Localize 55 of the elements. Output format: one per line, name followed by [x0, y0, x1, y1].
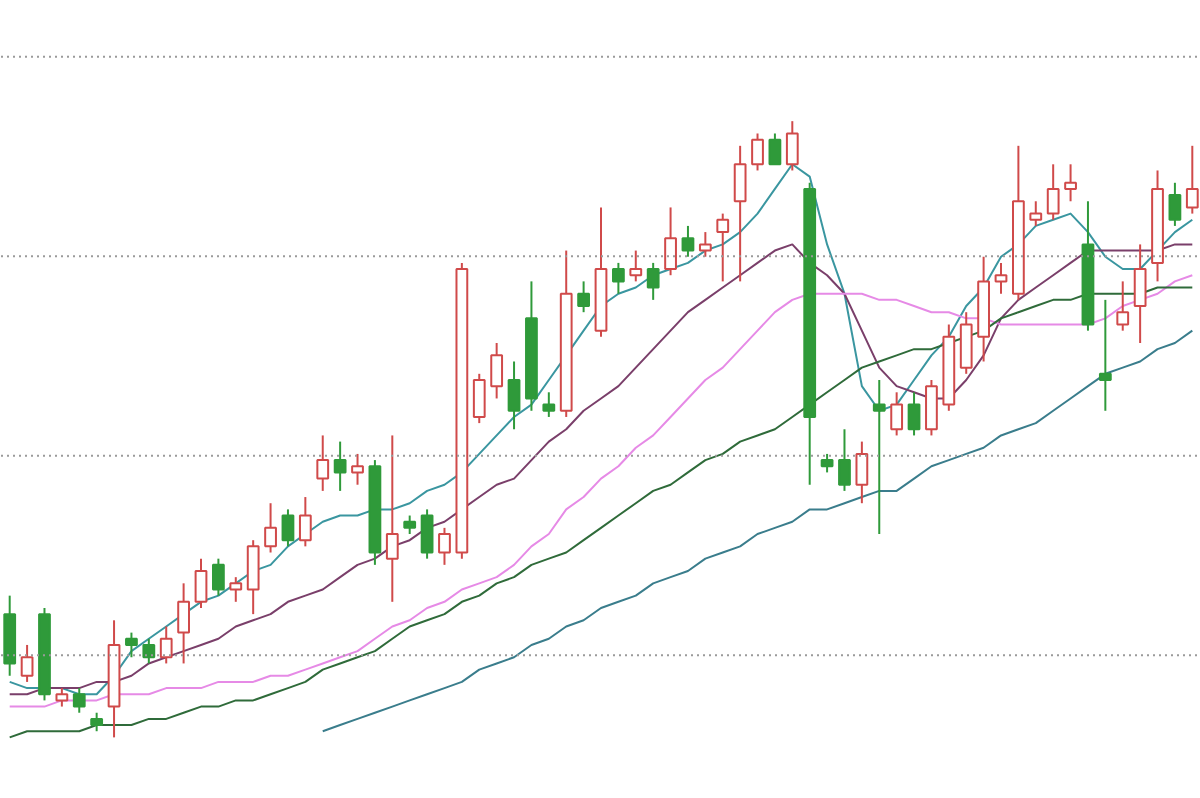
candlestick [55, 687, 69, 708]
candlestick [490, 342, 504, 400]
candlestick [838, 428, 851, 492]
candlestick [855, 440, 869, 505]
candlestick [507, 360, 521, 431]
candlestick [142, 637, 156, 665]
candlestick [229, 576, 243, 603]
candlestick [20, 643, 34, 683]
candlestick [542, 391, 556, 418]
candlestick [1064, 163, 1077, 203]
candlestick [698, 231, 712, 258]
candlestick [472, 372, 486, 425]
candlestick [664, 206, 677, 277]
candlestick [385, 434, 399, 603]
candlestick [1046, 163, 1060, 221]
candlestick [1133, 243, 1147, 344]
candlestick [1116, 280, 1130, 332]
candlestick [785, 120, 799, 172]
candlestick [177, 582, 190, 665]
candlestick [212, 557, 225, 597]
candlestick [125, 631, 138, 659]
candlestick [281, 508, 295, 548]
candlestick [751, 132, 764, 172]
candlestick [1168, 181, 1182, 227]
candlestick [420, 508, 434, 560]
candlestick [646, 261, 660, 301]
candlestick [159, 625, 173, 665]
candlestick [890, 391, 904, 437]
candlestick [298, 496, 312, 548]
candlestick [872, 378, 886, 536]
candlestick [72, 687, 86, 714]
candlestick [629, 249, 643, 283]
candlestick [925, 378, 938, 437]
candlestick [194, 557, 208, 609]
candlestick [959, 311, 973, 375]
candlestick [438, 526, 451, 566]
candlestick [907, 391, 921, 437]
candlestick [1098, 298, 1112, 412]
candlestick [733, 144, 747, 283]
candlestick [681, 224, 695, 258]
candlestick [246, 539, 260, 616]
candlestick [820, 452, 834, 474]
candlestick [577, 280, 590, 314]
candlestick [994, 261, 1008, 295]
candlestick [90, 711, 104, 733]
candlestick [264, 502, 277, 554]
candlestick [612, 261, 625, 295]
candlestick [316, 434, 330, 492]
candlestick [768, 132, 782, 166]
candlestick [1029, 200, 1043, 227]
candlestick [351, 452, 364, 486]
candlestick [403, 514, 417, 536]
candlestick [716, 212, 730, 283]
candlestick [1185, 144, 1199, 215]
candlestick [333, 440, 347, 492]
